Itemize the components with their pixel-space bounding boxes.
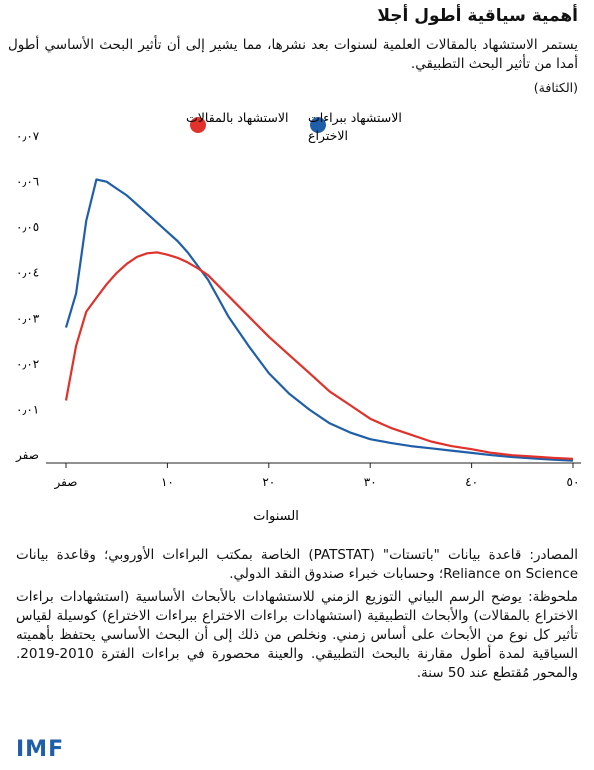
legend-label: الاستشهاد بالمقالات [186, 110, 288, 126]
chart-subtitle: يستمر الاستشهاد بالمقالات العلمية لسنوات… [8, 37, 578, 72]
legend-marker [310, 117, 326, 133]
series-lines [64, 178, 574, 462]
legend: الاستشهاد ببراءات الاختراع الاستشهاد بالمق… [186, 110, 402, 144]
line-chart: الاستشهاد ببراءات الاختراع الاستشهاد بالمق… [15, 110, 581, 524]
y-tick-label: صفر [15, 448, 39, 463]
y-tick-label: ٠٫٠٢ [16, 357, 39, 371]
chart-title: أهمية سياقية أطول أجلا [377, 6, 578, 26]
y-tick-label: ٠٫٠٧ [16, 129, 40, 143]
x-tick-label: ٢٠ [262, 475, 275, 489]
x-tick-label: صفر [54, 475, 78, 490]
y-axis: صفر ٠٫٠١ ٠٫٠٢ ٠٫٠٣ ٠٫٠٤ ٠٫٠٥ ٠٫٠٦ ٠٫٠٧ [15, 129, 40, 463]
legend-label: الاختراع [308, 128, 348, 144]
y-tick-label: ٠٫٠٤ [16, 266, 39, 280]
y-tick-label: ٠٫٠١ [16, 402, 39, 416]
legend-marker [190, 117, 206, 133]
source-note: المصادر: قاعدة بيانات "باتستات" (PATSTAT… [16, 547, 578, 582]
x-tick-label: ٤٠ [465, 475, 478, 489]
series-line [64, 178, 574, 462]
imf-logo: IMF [16, 737, 65, 762]
x-axis-label: السنوات [253, 509, 299, 524]
series-line [64, 251, 574, 460]
legend-label: الاستشهاد ببراءات [308, 110, 402, 126]
x-tick-label: ٥٠ [567, 475, 580, 489]
x-tick-label: ٣٠ [364, 475, 377, 489]
y-tick-label: ٠٫٠٣ [16, 311, 40, 325]
x-tick-label: ١٠ [161, 475, 174, 489]
y-tick-label: ٠٫٠٦ [16, 175, 39, 189]
units-label: (الكثافة) [533, 80, 578, 95]
y-tick-label: ٠٫٠٥ [16, 220, 39, 234]
x-axis: صفر ١٠ ٢٠ ٣٠ ٤٠ ٥٠ [46, 462, 581, 490]
footnote: ملحوظة: يوضح الرسم البياني التوزيع الزمن… [16, 589, 578, 681]
